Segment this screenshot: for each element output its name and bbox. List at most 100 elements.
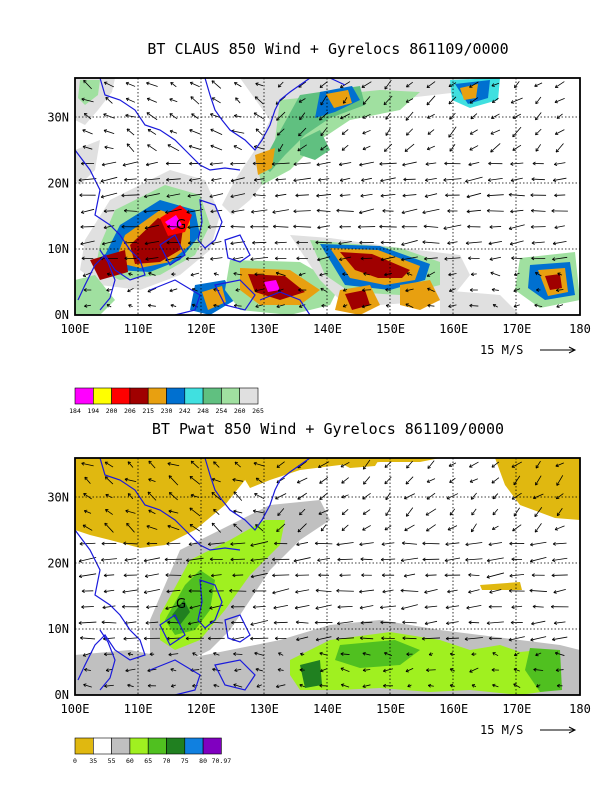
wind-arrow	[360, 256, 373, 261]
wind-arrow	[535, 652, 542, 657]
wind-arrow	[211, 477, 221, 483]
wind-arrow	[123, 636, 138, 641]
wind-arrow	[190, 460, 199, 469]
wind-arrow	[83, 683, 92, 688]
wind-arrow	[127, 652, 134, 656]
colorbar-swatch	[166, 737, 186, 755]
y-tick-label: 20N	[47, 176, 69, 190]
wind-arrow	[318, 177, 330, 182]
colorbar-swatch	[147, 387, 167, 405]
wind-arrow	[555, 288, 564, 293]
wind-arrow	[534, 82, 543, 88]
wind-arrow	[557, 272, 563, 276]
wind-arrow	[83, 79, 92, 90]
wind-arrow	[535, 460, 541, 469]
wind-arrow	[297, 523, 307, 533]
y-tick-label: 10N	[47, 242, 69, 256]
wind-arrow	[512, 113, 522, 119]
wind-arrow	[144, 224, 160, 230]
wind-arrow	[166, 177, 181, 182]
wind-arrow	[252, 161, 266, 166]
wind-arrow	[383, 683, 393, 688]
wind-arrow	[530, 208, 546, 213]
wind-arrow	[556, 683, 563, 688]
wind-arrow	[253, 112, 265, 120]
wind-arrow	[272, 224, 289, 229]
wind-arrow	[359, 589, 375, 594]
wind-arrow	[320, 524, 327, 532]
wind-arrow	[254, 651, 265, 656]
wind-arrow	[252, 589, 267, 593]
wind-arrow	[105, 509, 113, 515]
wind-arrow	[553, 589, 566, 594]
wind-arrow	[406, 652, 413, 657]
wind-arrow	[233, 509, 243, 514]
wind-arrow	[337, 605, 353, 609]
wind-arrow	[146, 112, 158, 121]
wind-arrow	[402, 636, 417, 641]
wind-arrow	[255, 667, 263, 672]
wind-arrow	[297, 492, 307, 500]
colorbar-swatch	[129, 737, 149, 755]
wind-arrow	[106, 304, 112, 308]
colorbar-swatch	[111, 387, 131, 405]
wind-arrow	[233, 683, 243, 688]
wind-arrow	[296, 477, 308, 484]
wind-arrow	[147, 668, 157, 673]
wind-arrow	[321, 303, 326, 308]
wind-arrow	[277, 668, 284, 672]
wind-arrow	[336, 588, 354, 593]
wind-arrow	[316, 161, 331, 167]
wind-arrow	[465, 557, 483, 562]
colorbar-label: 65	[144, 757, 152, 765]
wind-arrow	[385, 492, 391, 501]
wind-arrow	[250, 557, 268, 562]
x-tick-label: 150E	[376, 322, 405, 336]
wind-arrow	[207, 636, 225, 641]
x-tick-label: 110E	[124, 702, 153, 716]
wind-arrow	[81, 256, 94, 261]
x-tick-label: 140E	[313, 702, 342, 716]
wind-arrow	[556, 508, 563, 517]
wind-arrow	[492, 683, 499, 688]
wind-arrow	[423, 224, 439, 229]
wind-arrow	[359, 542, 374, 547]
wind-arrow	[293, 209, 311, 214]
wind-arrow	[406, 460, 413, 469]
vector-ref-label-2: 15 M/S	[480, 723, 523, 737]
wind-arrow	[233, 652, 243, 656]
wind-arrow	[210, 209, 223, 214]
wind-arrow	[83, 493, 92, 500]
wind-arrow	[166, 541, 181, 546]
x-tick-label: 170E	[502, 322, 531, 336]
wind-arrow	[145, 161, 158, 167]
x-axis-2: 100E 110E 120E 130E 140E 150E 160E 170E 180	[61, 702, 591, 716]
wind-arrow	[124, 558, 137, 562]
wind-arrow	[148, 460, 156, 469]
y-tick-label: 30N	[47, 491, 69, 505]
wind-arrow	[340, 683, 350, 688]
wind-arrow	[554, 525, 565, 531]
wind-arrow	[190, 272, 200, 277]
wind-arrow	[384, 143, 393, 152]
wind-arrow	[250, 541, 269, 547]
x-axis-1: 100E 110E 120E 130E 140E 150E 160E 170E 180	[61, 322, 591, 336]
wind-arrow	[382, 208, 394, 213]
wind-arrow	[553, 162, 566, 167]
wind-arrow	[385, 128, 391, 136]
wind-arrow	[360, 620, 373, 625]
wind-arrow	[469, 129, 478, 135]
wind-arrow	[146, 81, 158, 87]
wind-arrow	[382, 668, 394, 673]
wind-arrow	[293, 162, 311, 166]
wind-arrow	[103, 113, 115, 119]
wind-arrow	[513, 652, 520, 657]
wind-arrow	[529, 588, 547, 593]
wind-arrow	[470, 272, 477, 277]
colorbar-label: 35	[89, 757, 97, 765]
y-tick-label: 0N	[55, 308, 69, 322]
wind-arrow	[145, 257, 159, 261]
wind-arrow	[491, 113, 500, 119]
wind-arrow	[143, 193, 160, 199]
wind-arrow	[213, 683, 220, 688]
